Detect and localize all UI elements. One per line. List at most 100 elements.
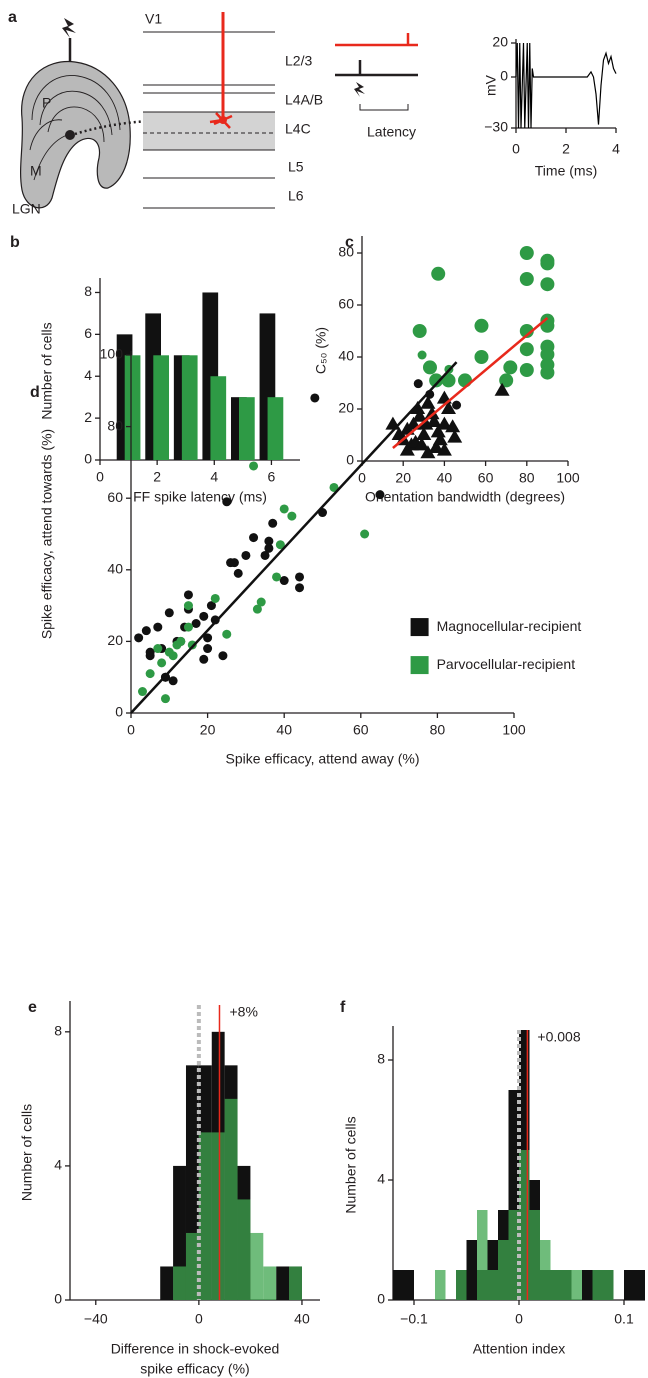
- hist-bar: [289, 1266, 302, 1300]
- chart: 0 4 8 −0.1 0 0.1 Attention index Number of cell…: [340, 999, 645, 1357]
- hist-bar: [173, 1266, 186, 1300]
- point: [153, 622, 163, 632]
- point: [229, 558, 239, 568]
- y-tick-label: 8: [84, 283, 92, 299]
- x-tick-label: 100: [502, 722, 526, 738]
- x-axis-label: Orientation bandwidth (degrees): [365, 489, 565, 505]
- y-tick-label: 40: [338, 348, 354, 364]
- point: [203, 633, 213, 643]
- hist-bar: [634, 1270, 645, 1300]
- chart: 0 4 8 −40 0 40 Difference in shock-evoked spike…: [19, 999, 320, 1377]
- point: [422, 360, 437, 375]
- y-tick-label: 100: [100, 346, 124, 362]
- point: [436, 416, 452, 430]
- point: [241, 550, 251, 560]
- hist-bar: [393, 1270, 404, 1300]
- point: [168, 676, 178, 686]
- point: [183, 622, 193, 632]
- x-tick-label: 0: [512, 141, 520, 157]
- bar: [124, 355, 141, 460]
- point: [210, 615, 220, 625]
- fit-line: [130, 361, 458, 714]
- point: [417, 350, 427, 360]
- point: [424, 406, 440, 420]
- y-tick-label: −30: [484, 119, 508, 135]
- shock-icon: [354, 82, 365, 97]
- x-axis-label: spike efficacy (%): [140, 1361, 249, 1377]
- x-tick-label: 0.1: [614, 1311, 634, 1327]
- point: [445, 419, 461, 433]
- point: [540, 277, 555, 292]
- trace: [515, 42, 617, 129]
- x-axis-label: Difference in shock-evoked: [111, 1341, 280, 1357]
- legend-label: Magnocellular-recipient: [437, 618, 582, 634]
- y-tick-label: 6: [84, 325, 92, 341]
- point: [160, 694, 170, 704]
- x-tick-label: 0: [358, 470, 366, 486]
- hist-bar: [211, 1132, 225, 1300]
- hist-bar: [435, 1270, 446, 1300]
- x-tick-label: 4: [612, 141, 620, 157]
- lgn-label: LGN: [12, 201, 41, 217]
- point: [134, 633, 144, 643]
- point: [275, 540, 285, 550]
- y-tick-label: 0: [84, 451, 92, 467]
- hist-bar: [263, 1266, 277, 1300]
- point: [410, 401, 426, 414]
- layer-label: L2/3: [285, 53, 312, 69]
- hist-bar: [185, 1232, 199, 1300]
- y-axis-label: mV: [483, 74, 499, 96]
- bar: [181, 355, 198, 460]
- y-axis-label: Number of cells: [343, 1116, 359, 1213]
- point: [474, 350, 489, 364]
- y-tick-label: 80: [107, 417, 123, 433]
- point: [183, 590, 193, 600]
- point: [137, 687, 147, 697]
- reference-label: +0.008: [537, 1029, 580, 1045]
- point: [540, 256, 555, 271]
- point: [426, 414, 442, 427]
- panel-label: d: [30, 384, 40, 401]
- lgn-cell: [65, 130, 75, 140]
- panel-label: f: [340, 999, 346, 1016]
- fit-line: [392, 317, 549, 449]
- latency-label: Latency: [367, 124, 416, 140]
- region-label: M: [30, 163, 42, 179]
- y-tick-label: 8: [377, 1051, 385, 1067]
- point: [272, 572, 282, 582]
- point: [329, 482, 339, 492]
- x-tick-label: 60: [478, 470, 494, 486]
- point: [494, 382, 510, 396]
- point: [279, 504, 289, 514]
- y-tick-label: 20: [492, 34, 508, 50]
- x-tick-label: 40: [276, 722, 292, 738]
- hist-bar: [550, 1270, 561, 1300]
- y-axis-label: Spike efficacy, attend towards (%): [39, 429, 55, 639]
- y-tick-label: 4: [84, 367, 92, 383]
- point: [441, 401, 457, 414]
- hist-bar: [624, 1270, 635, 1300]
- x-tick-label: −40: [84, 1311, 108, 1327]
- point: [249, 461, 259, 471]
- y-tick-label: 60: [107, 489, 123, 505]
- y-tick-label: 0: [500, 68, 508, 84]
- point: [540, 365, 555, 380]
- point: [430, 424, 446, 438]
- layer-label: L5: [288, 159, 304, 175]
- point: [264, 536, 274, 546]
- hist-bar: [487, 1270, 498, 1300]
- point: [432, 432, 448, 446]
- point: [412, 408, 428, 422]
- point: [429, 373, 444, 388]
- point: [416, 427, 432, 440]
- hist-bar: [561, 1270, 572, 1300]
- layer-label: L4A/B: [285, 92, 323, 108]
- point: [233, 568, 243, 578]
- stimulus-icon: [62, 18, 76, 38]
- point: [458, 373, 472, 388]
- point: [295, 572, 305, 582]
- x-tick-label: 40: [294, 1311, 310, 1327]
- x-tick-label: 100: [556, 470, 580, 486]
